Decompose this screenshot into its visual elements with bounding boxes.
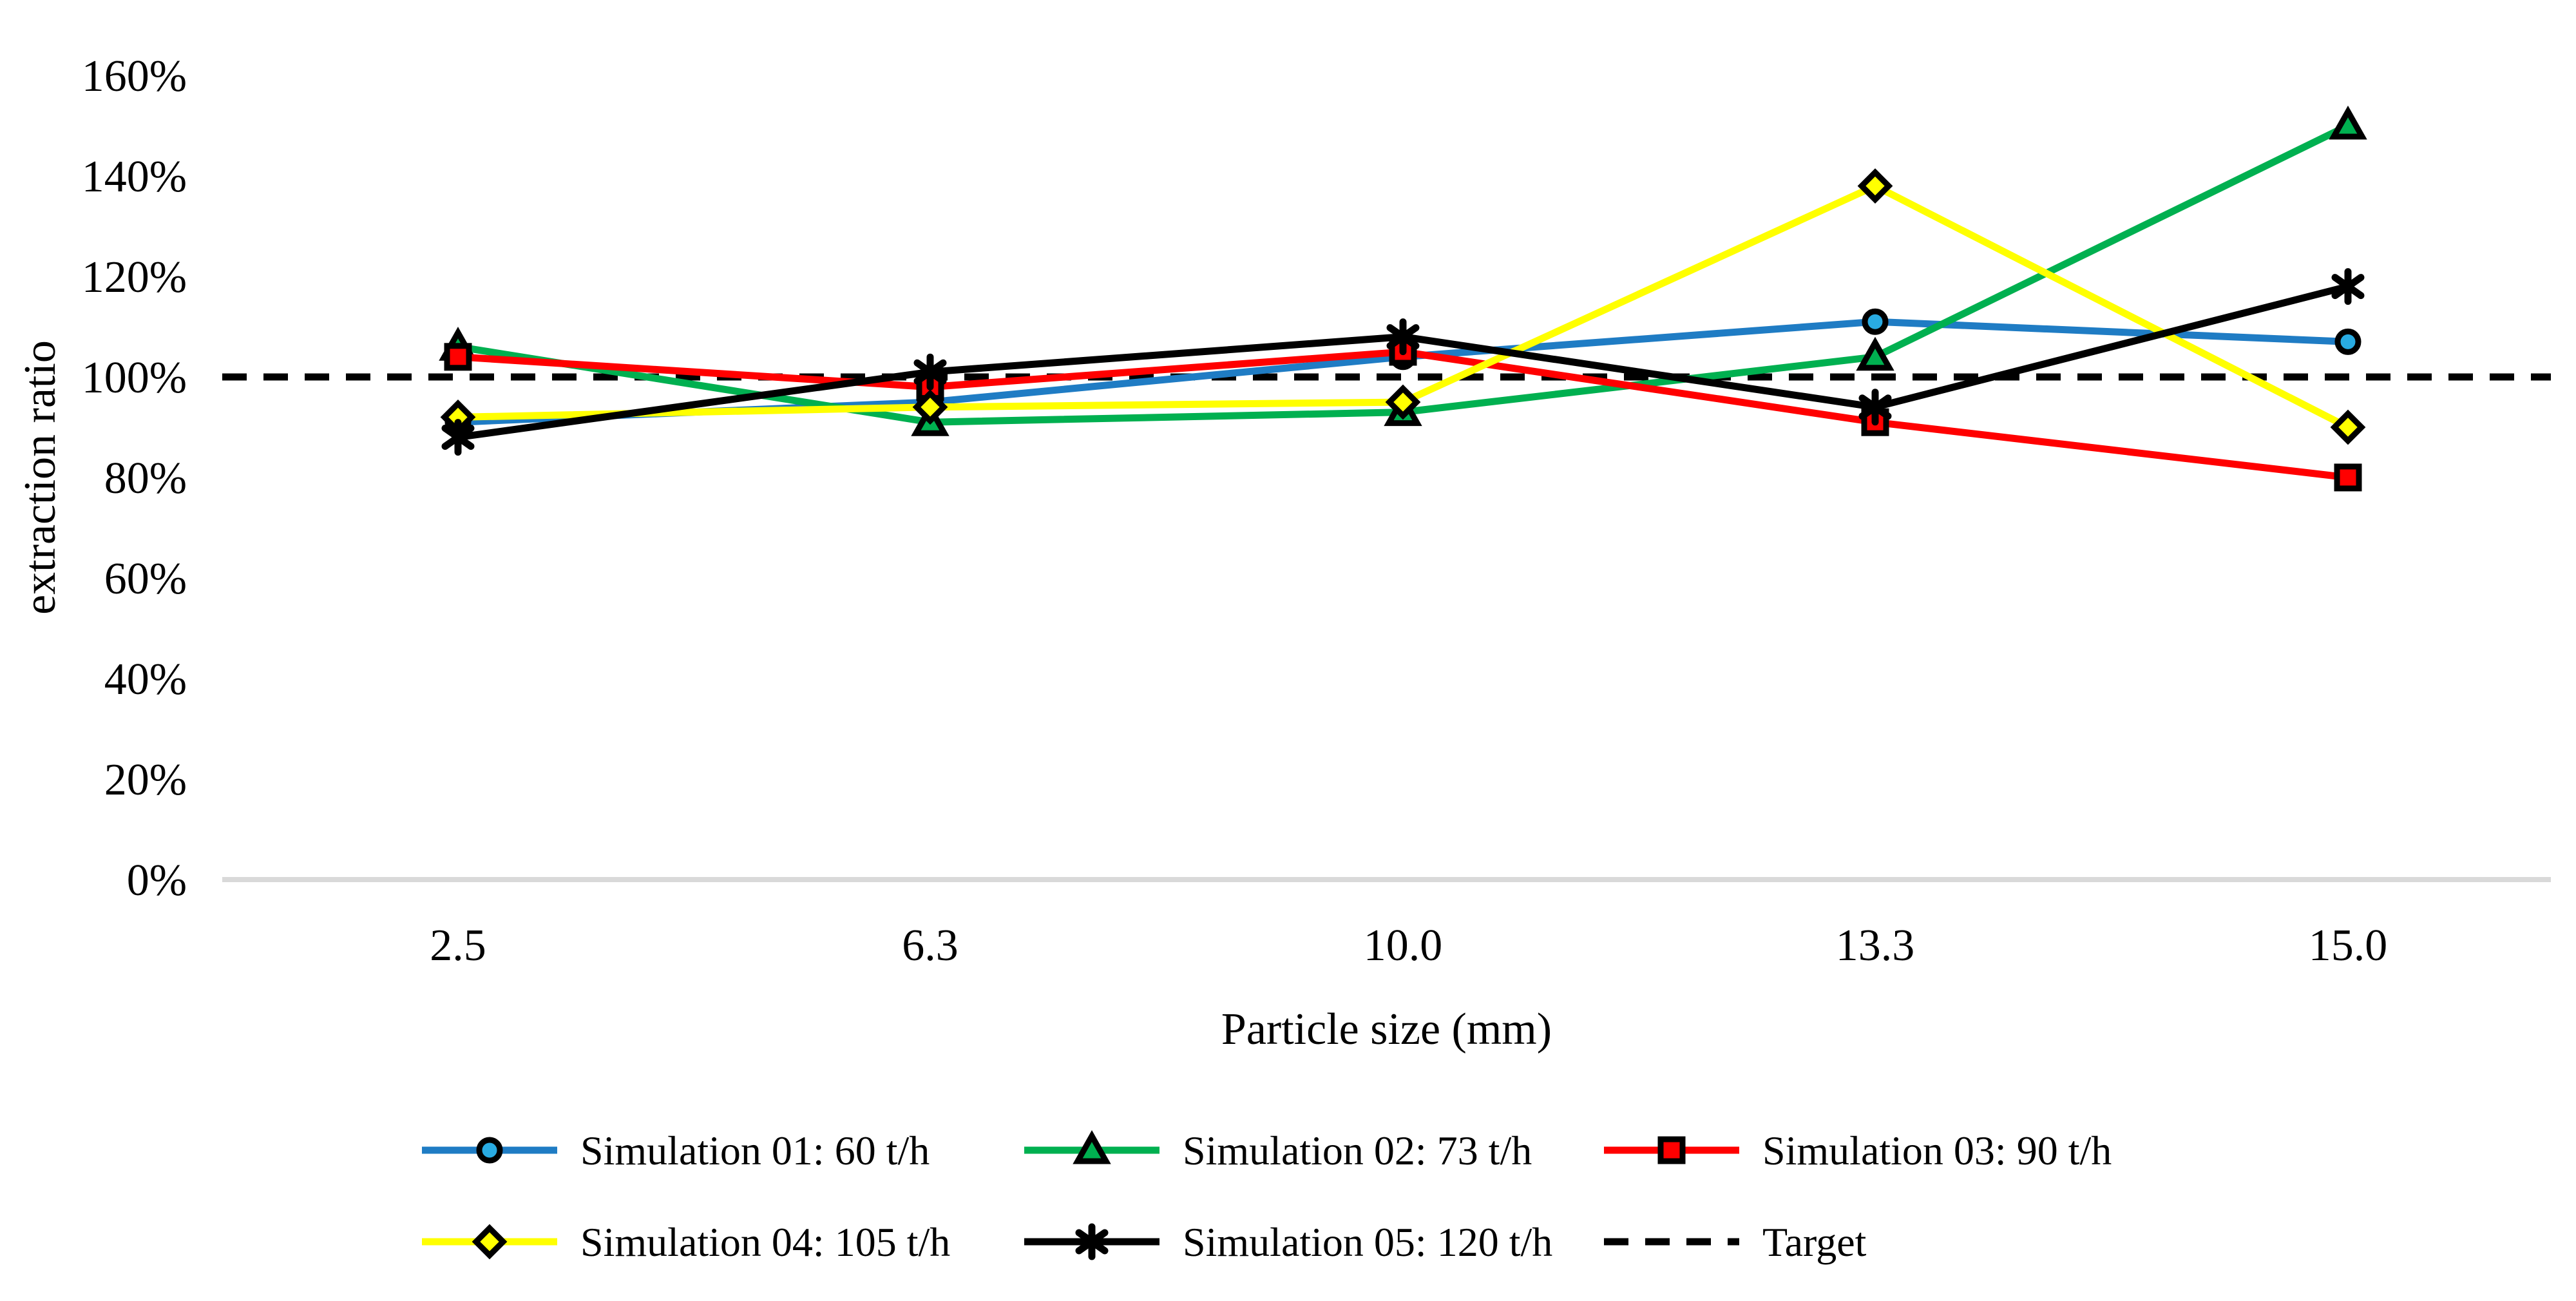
legend-item: Simulation 04: 105 t/h: [422, 1219, 950, 1265]
y-tick-label: 80%: [104, 454, 187, 503]
legend-item: Simulation 02: 73 t/h: [1024, 1128, 1532, 1173]
triangle-marker-p3: [1856, 336, 1894, 371]
legend-item: Simulation 05: 120 t/h: [1024, 1219, 1552, 1265]
square-marker-p0: [444, 343, 472, 371]
y-tick-label: 40%: [104, 655, 187, 704]
x-tick-label: 6.3: [902, 921, 959, 970]
diamond-marker-p3: [1857, 168, 1893, 204]
asterisk-marker-p1: [913, 353, 947, 390]
y-tick-label: 140%: [82, 152, 187, 202]
y-axis-title: extraction ratio: [15, 340, 65, 615]
legend-label: Target: [1762, 1219, 1867, 1265]
legend-item: Target: [1604, 1219, 1867, 1265]
series-4: [440, 168, 2366, 445]
asterisk-marker-p0: [441, 419, 475, 456]
x-tick-label: 13.3: [1836, 921, 1915, 970]
circle-marker-p4: [2334, 328, 2361, 355]
y-tick-label: 20%: [104, 755, 187, 805]
asterisk-marker-p4: [2331, 268, 2365, 305]
legend-item: Simulation 01: 60 t/h: [422, 1128, 930, 1173]
x-axis-title: Particle size (mm): [1221, 1005, 1552, 1054]
diamond-marker-p2: [1385, 384, 1421, 420]
square-marker-legend: [1657, 1136, 1686, 1164]
y-tick-label: 100%: [82, 353, 187, 403]
chart-legend: Simulation 01: 60 t/h Simulation 02: 73 t…: [422, 1128, 2112, 1265]
diamond-marker-p1: [912, 389, 948, 425]
x-tick-label: 15.0: [2309, 921, 2388, 970]
x-tick-label: 2.5: [430, 921, 486, 970]
y-tick-label: 0%: [127, 856, 187, 905]
y-tick-label: 120%: [82, 253, 187, 302]
circle-marker-legend: [476, 1137, 503, 1164]
legend-label: Simulation 01: 60 t/h: [580, 1128, 930, 1173]
legend-label: Simulation 04: 105 t/h: [580, 1219, 950, 1265]
legend-item: Simulation 03: 90 t/h: [1604, 1128, 2112, 1173]
y-tick-label: 160%: [82, 52, 187, 101]
legend-label: Simulation 05: 120 t/h: [1183, 1219, 1552, 1265]
legend-label: Simulation 02: 73 t/h: [1183, 1128, 1532, 1173]
asterisk-marker-legend: [1075, 1223, 1109, 1260]
asterisk-marker-p2: [1386, 318, 1420, 356]
asterisk-marker-p3: [1858, 389, 1892, 426]
axes: 0% 20% 40% 60% 80% 100% 120% 140% 160% 2.5 6.3 10.0…: [15, 52, 2551, 1054]
legend-label: Simulation 03: 90 t/h: [1762, 1128, 2112, 1173]
triangle-marker-legend: [1073, 1130, 1111, 1164]
diamond-marker-legend: [472, 1224, 508, 1260]
series-5: [441, 268, 2365, 456]
diamond-marker-p4: [2330, 409, 2366, 445]
circle-marker-p3: [1862, 308, 1889, 335]
triangle-marker-p4: [2329, 105, 2367, 140]
y-tick-label: 60%: [104, 554, 187, 604]
square-marker-p4: [2334, 463, 2362, 492]
x-tick-label: 10.0: [1364, 921, 1443, 970]
